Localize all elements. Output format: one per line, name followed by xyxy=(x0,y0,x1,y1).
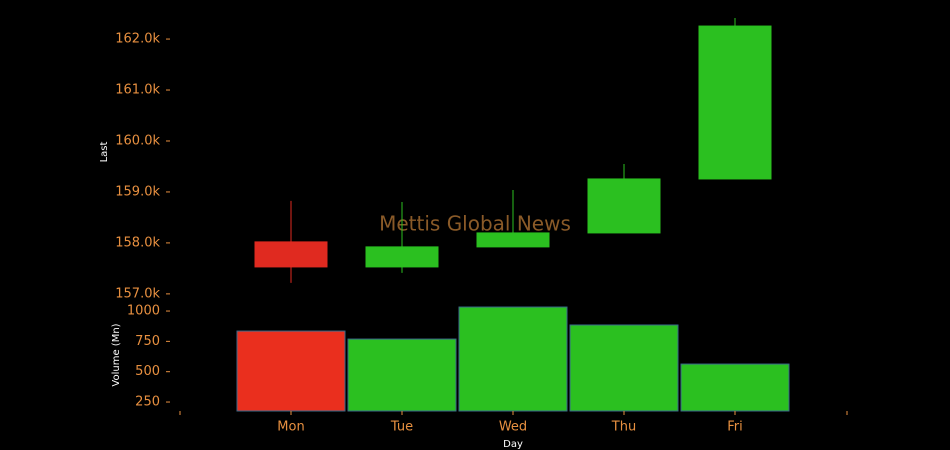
y-tick-label: 157.0k xyxy=(115,286,160,301)
y-tick-label: 158.0k xyxy=(115,235,160,250)
volume-bar xyxy=(236,330,346,412)
candle-body xyxy=(698,25,772,180)
y-axis-label: Last xyxy=(99,142,110,163)
x-tick-label: Wed xyxy=(499,420,527,435)
y2-tick-label: 1000 xyxy=(127,304,160,319)
volume-bar xyxy=(569,324,679,412)
volume-bar xyxy=(458,306,568,412)
y-tick-label: 161.0k xyxy=(115,83,160,98)
candle-body xyxy=(254,241,328,268)
x-tick-label: Thu xyxy=(611,420,636,435)
y2-axis-label: Volume (Mn) xyxy=(111,323,122,386)
volume-bar xyxy=(347,338,457,412)
x-tick-label: Fri xyxy=(727,420,743,435)
y-tick-label: 162.0k xyxy=(115,32,160,47)
x-tick-label: Mon xyxy=(277,420,304,435)
candle-body xyxy=(587,178,661,234)
volume-bar xyxy=(680,363,790,412)
y-tick-label: 159.0k xyxy=(115,184,160,199)
y2-tick-label: 500 xyxy=(135,364,160,379)
x-tick-label: Tue xyxy=(390,420,413,435)
candle-body xyxy=(365,246,439,268)
y-tick-label: 160.0k xyxy=(115,133,160,148)
candle-body xyxy=(476,232,550,248)
y2-tick-label: 750 xyxy=(135,334,160,349)
watermark: Mettis Global News xyxy=(379,212,571,236)
x-axis-label: Day xyxy=(503,439,523,450)
y2-tick-label: 250 xyxy=(135,395,160,410)
